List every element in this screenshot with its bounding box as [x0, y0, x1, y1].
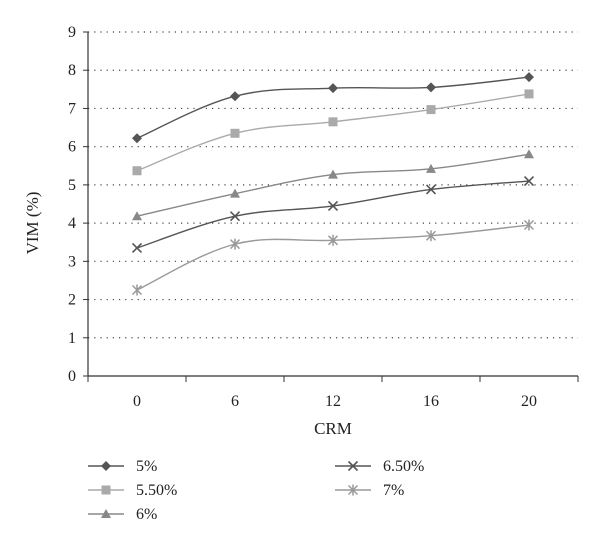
legend-marker	[101, 461, 111, 471]
data-point	[229, 211, 241, 222]
y-tick-label: 3	[68, 253, 76, 270]
data-point	[230, 91, 240, 102]
legend-marker	[347, 484, 359, 496]
y-tick-label: 2	[68, 292, 76, 309]
data-point	[327, 234, 339, 246]
data-point	[230, 128, 240, 138]
data-point	[328, 117, 338, 127]
y-tick-label: 0	[68, 368, 76, 385]
y-tick-label: 1	[68, 330, 76, 347]
gridlines	[88, 31, 578, 339]
legend-label: 6%	[136, 506, 157, 523]
y-tick-label: 6	[68, 139, 76, 156]
data-point	[131, 242, 143, 254]
legend: 5% 5.50% 6% 6.50% 7%	[88, 458, 424, 523]
y-axis-title: VIM (%)	[23, 192, 42, 255]
y-tick-label: 9	[68, 24, 76, 41]
legend-item: 6.50%	[335, 458, 424, 475]
data-point	[523, 176, 535, 187]
x-tick-label: 12	[325, 393, 341, 410]
data-point	[426, 105, 436, 115]
data-point	[426, 163, 436, 173]
data-point	[328, 169, 338, 179]
legend-label: 6.50%	[383, 458, 424, 475]
legend-marker	[347, 460, 359, 472]
series-4	[131, 219, 535, 296]
legend-item: 6%	[88, 506, 157, 523]
legend-marker	[101, 509, 111, 518]
axes	[87, 32, 578, 377]
legend-marker	[101, 485, 111, 495]
y-tick-label: 5	[68, 177, 76, 194]
x-tick-label: 16	[423, 393, 439, 410]
data-point	[524, 72, 534, 83]
series-0	[132, 72, 534, 144]
series-1	[132, 89, 534, 176]
legend-label: 7%	[383, 482, 404, 499]
x-tick-label: 0	[133, 393, 141, 410]
series-group	[131, 72, 535, 296]
series-line	[136, 93, 530, 172]
x-axis-ticks: 0 6 12 16 20	[87, 376, 579, 410]
data-point	[327, 200, 339, 211]
series-3	[131, 176, 535, 254]
data-point	[132, 166, 142, 176]
data-point	[230, 188, 240, 198]
data-point	[328, 83, 338, 94]
legend-item: 7%	[335, 482, 404, 499]
data-point	[524, 149, 534, 159]
x-tick-label: 6	[231, 393, 239, 410]
legend-label: 5.50%	[136, 482, 177, 499]
legend-item: 5.50%	[88, 482, 177, 499]
y-tick-label: 7	[68, 100, 76, 117]
data-point	[229, 238, 241, 250]
x-axis-title: CRM	[314, 419, 352, 438]
data-point	[132, 133, 142, 144]
series-line	[136, 224, 530, 291]
data-point	[425, 230, 437, 242]
data-point	[132, 211, 142, 221]
series-2	[132, 149, 534, 221]
legend-item: 5%	[88, 458, 157, 475]
data-point	[524, 89, 534, 99]
y-tick-label: 4	[68, 215, 76, 232]
legend-label: 5%	[136, 458, 157, 475]
data-point	[131, 284, 143, 296]
y-axis-ticks: 0 1 2 3 4 5 6 7 8 9	[68, 24, 88, 385]
data-point	[523, 219, 535, 231]
data-point	[426, 82, 436, 93]
y-tick-label: 8	[68, 62, 76, 79]
x-tick-label: 20	[521, 393, 537, 410]
data-point	[425, 184, 437, 195]
